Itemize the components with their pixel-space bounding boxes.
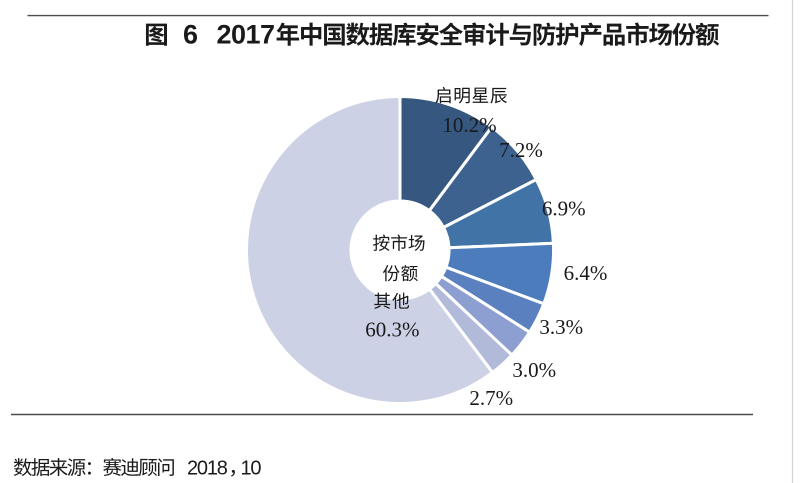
svg-text:3.3%: 3.3% <box>539 315 583 339</box>
svg-text:7.2%: 7.2% <box>499 138 543 162</box>
svg-text:2.7%: 2.7% <box>469 386 513 410</box>
svg-text:3.0%: 3.0% <box>512 358 556 382</box>
svg-text:2018: 2018 <box>187 458 228 480</box>
svg-text:10: 10 <box>241 458 262 480</box>
svg-text:60.3%: 60.3% <box>365 318 419 342</box>
svg-text:6.9%: 6.9% <box>542 197 586 221</box>
svg-text:10.2%: 10.2% <box>442 113 496 137</box>
svg-text:6.4%: 6.4% <box>564 261 608 285</box>
svg-text:2017: 2017 <box>217 20 275 50</box>
svg-text:6: 6 <box>183 20 198 50</box>
